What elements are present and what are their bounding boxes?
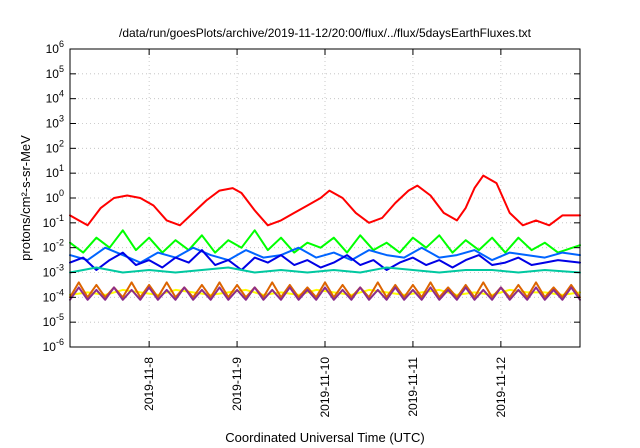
series-line-4 bbox=[69, 249, 581, 271]
y-tick-label: 101 bbox=[46, 163, 64, 180]
y-tick-label: 10-2 bbox=[43, 238, 64, 255]
series-line-5 bbox=[69, 266, 581, 274]
series-line-8 bbox=[69, 286, 581, 301]
y-tick-label: 102 bbox=[46, 138, 64, 155]
x-tick-label: 2019-11-9 bbox=[230, 357, 244, 411]
y-tick-label: 10-6 bbox=[43, 337, 64, 354]
y-tick-label: 10-5 bbox=[43, 312, 64, 329]
y-axis-title: protons/cm²-s-sr-MeV bbox=[18, 135, 33, 261]
series-line-3 bbox=[69, 246, 581, 264]
series-line-1 bbox=[69, 174, 581, 227]
x-axis: 2019-11-8 2019-11-9 2019-11-10 2019-11-11 20… bbox=[142, 49, 508, 418]
y-tick-label: 103 bbox=[46, 114, 64, 131]
y-tick-label: 106 bbox=[46, 39, 64, 56]
series-layer bbox=[69, 174, 581, 301]
y-tick-label: 10-1 bbox=[43, 213, 64, 230]
x-tick-label: 2019-11-11 bbox=[406, 357, 420, 417]
y-tick-label: 100 bbox=[46, 188, 64, 205]
chart-title: /data/run/goesPlots/archive/2019-11-12/2… bbox=[119, 26, 532, 40]
y-tick-label: 10-4 bbox=[43, 287, 64, 304]
y-tick-label: 104 bbox=[46, 89, 64, 106]
x-tick-label: 2019-11-10 bbox=[318, 357, 332, 418]
y-tick-label: 105 bbox=[46, 64, 64, 81]
x-tick-label: 2019-11-12 bbox=[494, 357, 508, 418]
y-tick-label: 10-3 bbox=[43, 263, 64, 280]
series-line-2 bbox=[69, 229, 581, 254]
x-tick-label: 2019-11-8 bbox=[142, 357, 156, 411]
y-axis: 10-6 10-5 10-4 10-3 10-2 10-1 100 101 102 103 104 1… bbox=[43, 39, 580, 354]
x-axis-title: Coordinated Universal Time (UTC) bbox=[225, 430, 424, 445]
